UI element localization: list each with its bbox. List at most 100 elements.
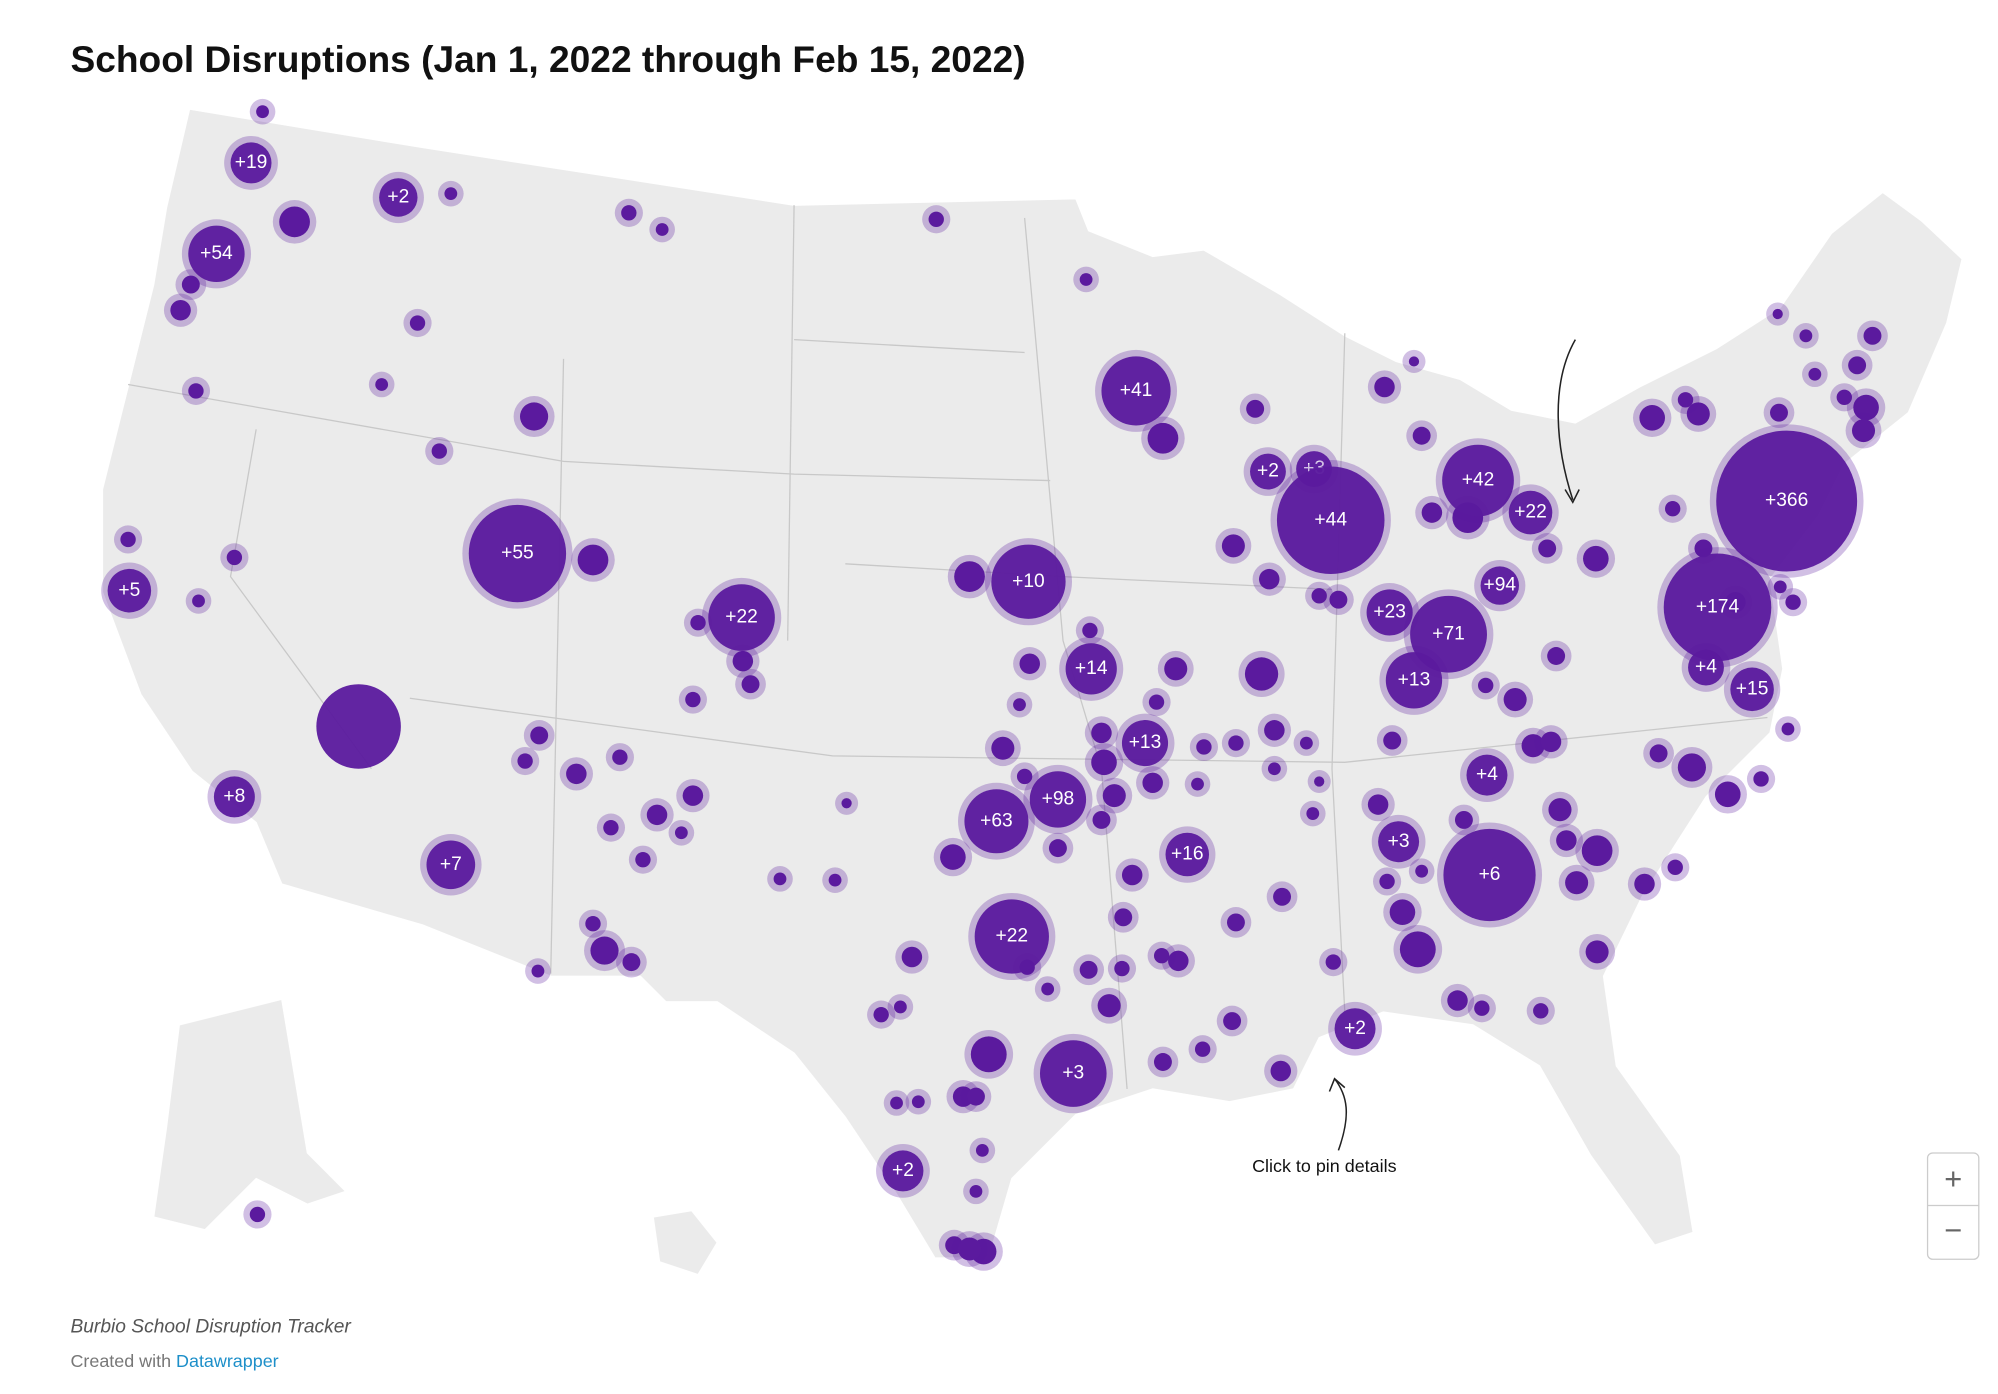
bubble[interactable]: +2 [372,171,424,224]
marker[interactable] [940,844,966,870]
marker[interactable] [1556,830,1577,851]
bubble[interactable]: +2 [1328,1001,1382,1056]
marker[interactable] [1548,798,1572,822]
marker[interactable] [409,315,426,331]
marker[interactable] [841,798,852,809]
bubble[interactable]: +5 [101,562,158,619]
marker[interactable] [1306,807,1320,820]
marker[interactable] [1244,657,1279,691]
marker[interactable] [1447,990,1468,1011]
marker[interactable] [1228,735,1244,751]
marker[interactable] [1102,784,1126,808]
marker[interactable] [1079,273,1093,286]
marker[interactable] [1121,864,1143,886]
marker[interactable] [1454,810,1473,829]
marker[interactable] [1016,768,1033,785]
marker[interactable] [1781,722,1795,736]
marker[interactable] [1799,329,1813,343]
marker[interactable] [1273,887,1292,906]
marker[interactable] [1153,948,1170,964]
marker[interactable] [970,1036,1007,1073]
marker[interactable] [1091,749,1117,776]
bubble[interactable]: +22 [1502,484,1559,541]
marker[interactable] [1246,399,1265,418]
marker[interactable] [1379,873,1395,890]
marker[interactable] [1753,771,1769,787]
bubble[interactable]: +366 [1709,424,1864,578]
marker[interactable] [741,675,760,694]
marker[interactable] [1851,419,1876,443]
marker[interactable] [316,684,401,769]
marker[interactable] [256,105,269,119]
marker[interactable] [170,299,191,321]
marker[interactable] [612,749,628,765]
bubble[interactable]: +19 [224,136,278,190]
marker[interactable] [928,211,944,227]
bubble[interactable]: +16 [1159,826,1216,883]
marker[interactable] [1399,931,1436,968]
marker[interactable] [1408,356,1420,367]
bubble[interactable]: +44 [1270,460,1391,581]
marker[interactable] [603,819,619,836]
marker[interactable] [1583,545,1609,572]
marker[interactable] [1147,422,1179,454]
marker[interactable] [1677,753,1706,782]
marker[interactable] [120,531,136,548]
marker[interactable] [1665,501,1681,517]
marker[interactable] [1785,594,1801,610]
marker[interactable] [1097,994,1121,1018]
marker[interactable] [1082,622,1098,639]
marker[interactable] [901,946,923,968]
bubble[interactable]: +10 [984,538,1073,626]
marker[interactable] [954,561,985,592]
marker[interactable] [1503,688,1527,712]
marker[interactable] [1264,720,1285,741]
marker[interactable] [690,615,706,631]
marker[interactable] [577,544,609,576]
marker[interactable] [1547,647,1566,665]
marker[interactable] [911,1095,925,1109]
marker[interactable] [1013,698,1026,712]
marker[interactable] [1267,762,1281,776]
marker[interactable] [1538,539,1557,558]
bubble[interactable]: +174 [1657,547,1778,668]
bubble[interactable]: +42 [1435,438,1521,523]
bubble[interactable]: +4 [1681,643,1731,692]
bubble[interactable]: +7 [420,834,482,896]
marker[interactable] [1164,657,1188,681]
marker[interactable] [1667,859,1683,876]
bubble[interactable]: +41 [1095,349,1178,432]
marker[interactable] [1168,950,1189,972]
marker[interactable] [1474,1000,1490,1016]
bubble[interactable]: +22 [701,577,782,658]
marker[interactable] [1270,1060,1292,1082]
marker[interactable] [1048,839,1067,858]
marker[interactable] [566,763,587,785]
marker[interactable] [1194,1041,1211,1057]
marker[interactable] [655,223,669,236]
marker[interactable] [975,1143,989,1157]
marker[interactable] [1325,954,1341,970]
marker[interactable] [1191,777,1204,791]
marker[interactable] [519,402,549,431]
bubble[interactable]: +13 [1379,645,1449,715]
marker[interactable] [1533,1003,1549,1019]
marker[interactable] [952,1086,974,1107]
marker[interactable] [1808,367,1822,381]
marker[interactable] [1041,982,1055,996]
marker[interactable] [966,1087,985,1106]
marker[interactable] [431,443,447,459]
marker[interactable] [1714,781,1741,808]
marker[interactable] [1226,913,1245,932]
marker[interactable] [1478,677,1494,694]
marker[interactable] [1314,776,1325,787]
marker[interactable] [969,1184,983,1198]
marker[interactable] [1091,722,1112,744]
marker[interactable] [1649,744,1668,763]
marker[interactable] [375,378,389,391]
marker[interactable] [1367,794,1389,815]
marker[interactable] [890,1096,903,1110]
marker[interactable] [1114,960,1130,977]
bubble[interactable]: +22 [968,892,1056,981]
marker[interactable] [1853,394,1879,421]
